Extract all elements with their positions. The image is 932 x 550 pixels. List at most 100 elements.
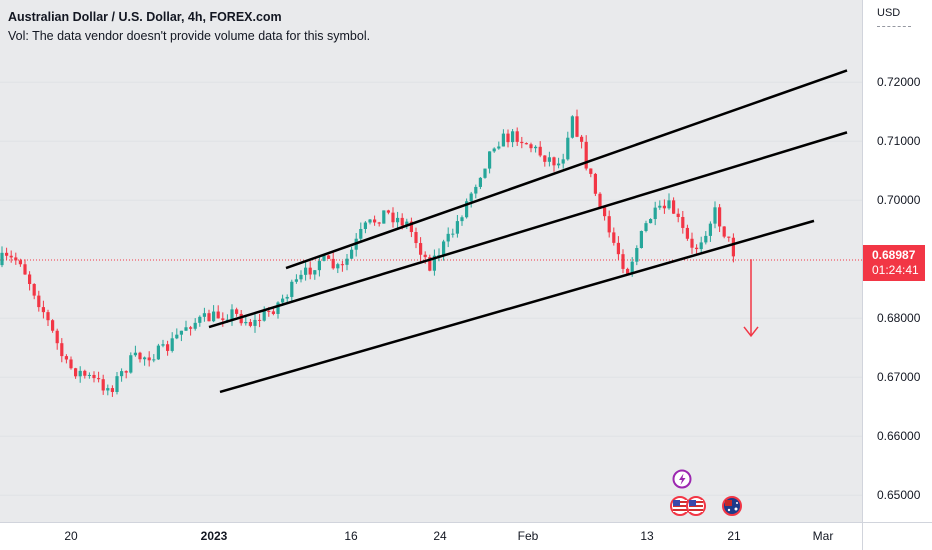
candle-body	[161, 344, 165, 346]
candle-body	[202, 313, 206, 317]
candle-body	[575, 116, 579, 137]
candle-body	[262, 310, 266, 321]
candle-body	[580, 136, 584, 142]
candle-body	[271, 311, 275, 314]
candle-body	[396, 217, 400, 223]
candle-body	[193, 322, 197, 329]
candle-body	[662, 205, 666, 209]
candle-body	[391, 212, 395, 223]
candle-body	[713, 207, 717, 224]
price-tick-label: 0.72000	[877, 75, 921, 90]
price-tick-label: 0.66000	[877, 429, 921, 444]
candle-body	[409, 221, 413, 233]
chart-legend: Australian Dollar / U.S. Dollar, 4h, FOR…	[8, 8, 370, 46]
candle-body	[74, 368, 78, 377]
candle-body	[253, 319, 257, 326]
candle-body	[478, 177, 482, 187]
candle-body	[672, 200, 676, 214]
candle-body	[414, 232, 418, 244]
candle-body	[630, 261, 634, 274]
candle-body	[0, 252, 4, 266]
volume-note: Vol: The data vendor doesn't provide vol…	[8, 29, 371, 43]
price-tick-label: 0.65000	[877, 488, 921, 503]
candle-body	[166, 344, 170, 351]
candle-body	[432, 255, 436, 271]
candle-body	[129, 355, 133, 373]
price-tick-label: 0.70000	[877, 193, 921, 208]
axis-corner	[862, 522, 932, 550]
candle-body	[64, 356, 68, 360]
bar-countdown: 01:24:41	[872, 263, 919, 277]
candle-body	[156, 345, 160, 360]
candle-body	[469, 193, 473, 202]
candle-body	[547, 157, 551, 162]
candle-body	[386, 210, 390, 213]
candle-body	[626, 268, 630, 274]
candle-body	[515, 131, 519, 142]
candle-body	[557, 163, 561, 166]
candle-body	[690, 238, 694, 248]
candle-body	[41, 307, 45, 313]
candle-body	[446, 233, 450, 242]
candle-body	[593, 173, 597, 194]
currency-underline	[877, 26, 911, 27]
candle-body	[529, 144, 533, 149]
candle-body	[322, 255, 326, 261]
time-tick-label: 16	[344, 529, 358, 543]
candle-body	[589, 168, 593, 174]
candle-body	[189, 327, 193, 329]
candle-body	[120, 371, 124, 377]
candle-body	[460, 217, 464, 222]
time-tick-label: 2023	[200, 529, 228, 543]
candle-body	[51, 320, 55, 331]
candle-body	[101, 379, 105, 391]
candle-body	[685, 227, 689, 239]
time-tick-label: 20	[64, 529, 78, 543]
candle-body	[534, 146, 538, 149]
candle-body	[170, 338, 174, 351]
candlestick-chart[interactable]	[0, 0, 862, 522]
candle-body	[377, 222, 381, 224]
channel-trendline-2	[208, 131, 848, 329]
candle-body	[304, 267, 308, 275]
candle-body	[437, 255, 441, 257]
time-tick-label: 21	[727, 529, 741, 543]
time-tick-label: Feb	[517, 529, 539, 543]
time-axis[interactable]: 20 2023 16 24 Feb 13 21 Mar	[0, 522, 862, 550]
candle-body	[506, 133, 510, 143]
candle-body	[225, 319, 229, 321]
candle-body	[681, 216, 685, 228]
price-tick-label: 0.71000	[877, 134, 921, 149]
candle-body	[695, 247, 699, 250]
candle-body	[340, 264, 344, 266]
candle-body	[110, 388, 114, 392]
candle-body	[290, 281, 294, 297]
candle-body	[345, 258, 349, 265]
candle-body	[644, 223, 648, 231]
candle-body	[317, 260, 321, 271]
candle-body	[520, 141, 524, 144]
candle-body	[566, 137, 570, 160]
candle-body	[699, 242, 703, 250]
candle-body	[570, 116, 574, 138]
candle-body	[198, 316, 202, 323]
candle-body	[87, 374, 91, 376]
candle-body	[23, 264, 27, 275]
candle-body	[276, 302, 280, 314]
candle-body	[124, 371, 128, 373]
candle-body	[115, 376, 119, 392]
candle-body	[281, 298, 285, 303]
candle-body	[708, 223, 712, 236]
candle-body	[147, 357, 151, 361]
candle-body	[212, 311, 216, 322]
candle-body	[350, 249, 354, 259]
candle-body	[138, 352, 142, 360]
currency-label[interactable]: USD	[877, 7, 901, 19]
chart-plot-area[interactable]: Australian Dollar / U.S. Dollar, 4h, FOR…	[0, 0, 862, 522]
candle-body	[616, 242, 620, 255]
candle-body	[474, 186, 478, 194]
candle-body	[667, 200, 671, 209]
candle-body	[285, 296, 289, 299]
candle-body	[133, 352, 137, 356]
candle-body	[584, 141, 588, 169]
